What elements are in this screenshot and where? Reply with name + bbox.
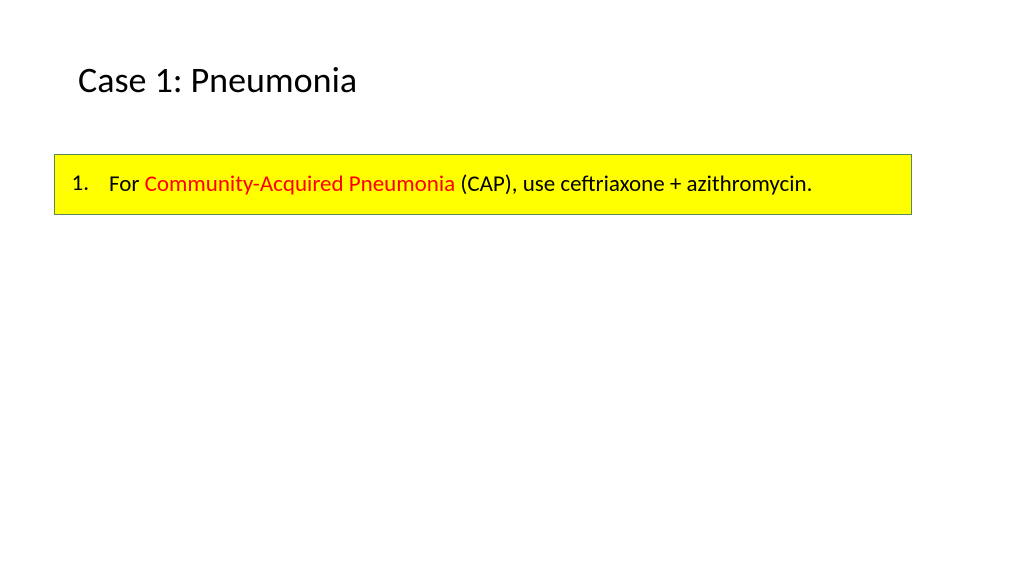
list-item: 1. For Community-Acquired Pneumonia (CAP… xyxy=(65,169,901,200)
list-content: For Community-Acquired Pneumonia (CAP), … xyxy=(97,169,812,200)
text-before: For xyxy=(109,170,145,198)
emphasis-text: Community-Acquired Pneumonia xyxy=(145,170,456,198)
list-number: 1. xyxy=(65,169,97,197)
slide-title: Case 1: Pneumonia xyxy=(78,58,357,102)
text-after: (CAP), use ceftriaxone + azithromycin. xyxy=(455,170,812,198)
highlight-box: 1. For Community-Acquired Pneumonia (CAP… xyxy=(54,154,912,215)
